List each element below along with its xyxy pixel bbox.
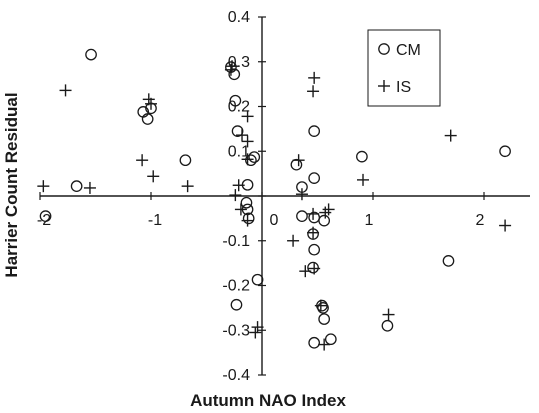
data-point-cm xyxy=(141,113,154,125)
data-point-cm xyxy=(240,196,253,209)
y-axis-title: Harrier Count Residual xyxy=(2,92,21,277)
legend-marker-is xyxy=(378,80,390,92)
data-point-is xyxy=(292,154,305,167)
data-point-is xyxy=(241,153,254,166)
data-point-is xyxy=(59,84,72,97)
data-point-is xyxy=(249,326,262,339)
data-point-is xyxy=(307,226,320,239)
data-point-is xyxy=(37,180,50,193)
data-point-cm xyxy=(179,154,192,167)
data-point-is xyxy=(241,110,254,123)
data-point-cm xyxy=(228,68,241,81)
data-point-is xyxy=(241,135,254,148)
data-point-cm xyxy=(290,158,303,171)
data-point-cm xyxy=(248,151,261,163)
data-point-is xyxy=(236,129,249,142)
data-point-cm xyxy=(251,273,264,286)
y-tick-label: 0.1 xyxy=(228,143,250,160)
y-tick-label: 0.4 xyxy=(228,9,250,26)
data-point-cm xyxy=(308,172,321,184)
data-point-is xyxy=(234,203,247,216)
data-point-is xyxy=(308,71,321,84)
data-points-layer xyxy=(37,48,512,351)
y-tick-label: -0.4 xyxy=(222,367,250,384)
data-point-is xyxy=(357,173,370,186)
data-point-cm xyxy=(318,313,331,325)
data-point-is xyxy=(241,214,254,227)
data-point-is xyxy=(499,219,512,232)
ticks-layer: -2 -1 0 1 20.40.30.20.1-0.1-0.2-0.3-0.4 xyxy=(37,9,485,384)
y-tick-label: -0.2 xyxy=(222,278,250,295)
data-point-is xyxy=(382,308,395,321)
y-tick-label: -0.1 xyxy=(222,233,250,250)
data-point-is xyxy=(308,262,321,275)
axes-layer xyxy=(40,17,530,375)
data-point-cm xyxy=(307,261,319,274)
x-tick-label: 0 xyxy=(270,212,279,229)
legend-marker-cm xyxy=(378,43,390,55)
x-tick-label: 2 xyxy=(476,212,485,229)
data-point-cm xyxy=(308,243,321,256)
data-point-is xyxy=(299,265,312,278)
data-point-cm xyxy=(499,145,511,158)
legend: CM IS xyxy=(367,29,441,107)
data-point-is xyxy=(444,129,457,142)
data-point-is xyxy=(318,338,331,351)
data-point-cm xyxy=(85,48,97,61)
data-point-cm xyxy=(308,336,321,349)
data-point-is xyxy=(226,60,239,73)
data-point-cm xyxy=(229,94,242,107)
data-point-cm xyxy=(318,214,331,227)
data-point-cm xyxy=(324,333,337,346)
data-point-is xyxy=(307,207,320,220)
data-point-cm xyxy=(308,125,321,137)
data-point-is xyxy=(232,179,245,192)
x-axis-title: Autumn NAO Index xyxy=(190,391,346,410)
data-point-cm xyxy=(356,150,368,163)
legend-label-cm: CM xyxy=(396,42,421,59)
data-point-cm xyxy=(317,302,329,314)
x-tick-label: 1 xyxy=(365,212,374,229)
data-point-is xyxy=(295,188,308,201)
data-point-is xyxy=(287,234,300,247)
data-point-is xyxy=(314,299,327,312)
legend-items: CM IS xyxy=(378,42,421,96)
data-point-cm xyxy=(381,319,394,332)
data-point-is xyxy=(136,154,149,167)
data-point-cm xyxy=(231,125,244,137)
data-point-is xyxy=(307,85,320,98)
data-point-cm xyxy=(442,255,455,267)
data-point-is xyxy=(147,170,160,183)
data-point-cm xyxy=(242,212,255,225)
legend-box xyxy=(367,29,441,107)
data-point-cm xyxy=(296,210,308,222)
data-point-is xyxy=(145,97,157,110)
data-point-is xyxy=(251,321,264,334)
data-point-is xyxy=(229,189,242,202)
data-point-is xyxy=(83,181,96,194)
data-point-cm xyxy=(70,180,83,193)
data-point-cm xyxy=(39,210,52,222)
data-point-is xyxy=(181,180,194,193)
y-tick-label: 0.2 xyxy=(228,99,250,116)
data-point-cm xyxy=(230,298,243,311)
legend-label-is: IS xyxy=(396,79,411,96)
y-tick-label: -0.3 xyxy=(222,322,250,339)
data-point-is xyxy=(322,203,335,216)
data-point-cm xyxy=(245,154,257,167)
x-tick-label: -1 xyxy=(148,212,162,229)
